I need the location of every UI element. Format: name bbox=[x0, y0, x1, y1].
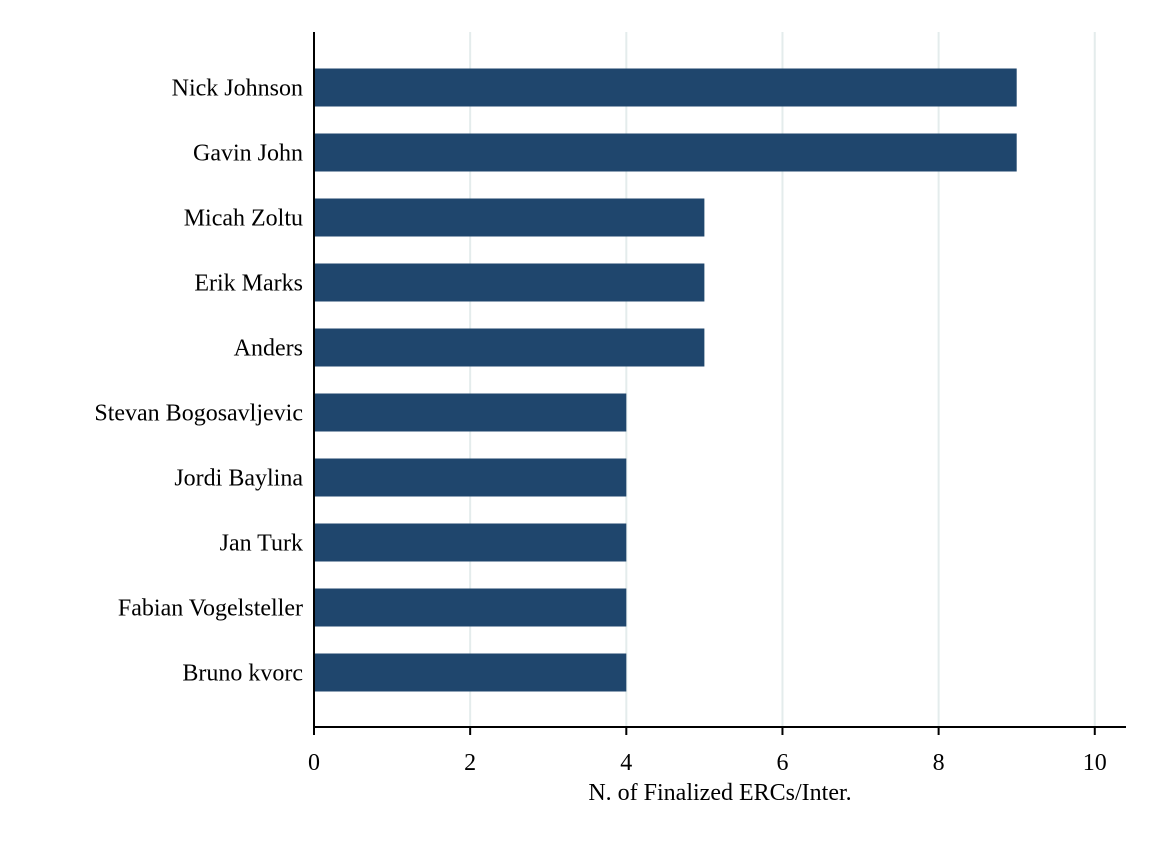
category-label: Jordi Baylina bbox=[174, 466, 303, 492]
category-label: Anders bbox=[234, 336, 303, 362]
x-tick-label: 8 bbox=[933, 750, 945, 776]
x-axis-title: N. of Finalized ERCs/Inter. bbox=[588, 780, 851, 806]
bar bbox=[314, 263, 705, 302]
category-label: Micah Zoltu bbox=[184, 206, 303, 232]
bar bbox=[314, 458, 627, 497]
x-axis-ticks: 0 2 4 6 8 10 bbox=[308, 727, 1107, 776]
bar bbox=[314, 523, 627, 562]
x-tick-label: 0 bbox=[308, 750, 320, 776]
x-tick-label: 10 bbox=[1083, 750, 1107, 776]
bars bbox=[314, 68, 1017, 692]
category-labels: Nick Johnson Gavin John Micah Zoltu Erik Ma… bbox=[94, 76, 303, 687]
category-label: Gavin John bbox=[193, 141, 303, 167]
bar bbox=[314, 198, 705, 237]
bar bbox=[314, 133, 1017, 172]
category-label: Fabian Vogelsteller bbox=[118, 596, 303, 622]
bar bbox=[314, 393, 627, 432]
x-tick-label: 6 bbox=[776, 750, 788, 776]
category-label: Nick Johnson bbox=[172, 76, 303, 102]
bar bbox=[314, 588, 627, 627]
bar bbox=[314, 328, 705, 367]
category-label: Stevan Bogosavljevic bbox=[94, 401, 303, 427]
bar bbox=[314, 68, 1017, 107]
bar bbox=[314, 653, 627, 692]
category-label: Jan Turk bbox=[220, 531, 303, 557]
category-label: Erik Marks bbox=[194, 271, 303, 297]
x-tick-label: 4 bbox=[620, 750, 632, 776]
category-label: Bruno kvorc bbox=[182, 661, 303, 687]
x-tick-label: 2 bbox=[464, 750, 476, 776]
